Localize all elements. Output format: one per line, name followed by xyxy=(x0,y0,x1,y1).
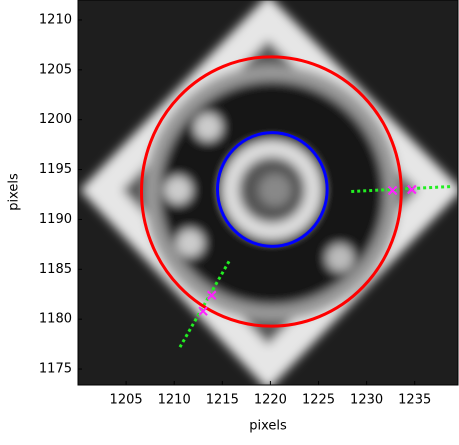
y-tick-label: 1180 xyxy=(39,312,72,327)
x-tick-label: 1205 xyxy=(110,393,143,408)
x-tick-label: 1235 xyxy=(398,393,431,408)
y-tick-label: 1205 xyxy=(39,62,72,77)
y-tick-label: 1200 xyxy=(39,112,72,127)
edge-marker xyxy=(387,185,398,196)
edge-marker xyxy=(198,306,208,316)
y-tick-label: 1185 xyxy=(39,262,72,277)
fit-circle xyxy=(139,55,403,328)
x-tick-label: 1215 xyxy=(206,393,239,408)
y-tick-label: 1190 xyxy=(39,212,72,227)
edge-marker xyxy=(207,290,217,300)
y-tick-label: 1175 xyxy=(39,362,72,377)
y-tick-label: 1210 xyxy=(39,12,72,27)
x-axis-label: pixels xyxy=(249,419,287,434)
image xyxy=(78,0,458,385)
y-axis-label: pixels xyxy=(7,173,22,211)
y-tick-label: 1195 xyxy=(39,162,72,177)
edge-marker xyxy=(407,184,417,195)
fit-circle xyxy=(215,131,329,248)
x-tick-label: 1225 xyxy=(302,393,335,408)
x-tick-label: 1210 xyxy=(158,393,191,408)
x-tick-label: 1220 xyxy=(254,393,287,408)
plot-frame xyxy=(77,0,459,386)
profile-line xyxy=(178,260,231,348)
x-tick-label: 1230 xyxy=(350,393,383,408)
